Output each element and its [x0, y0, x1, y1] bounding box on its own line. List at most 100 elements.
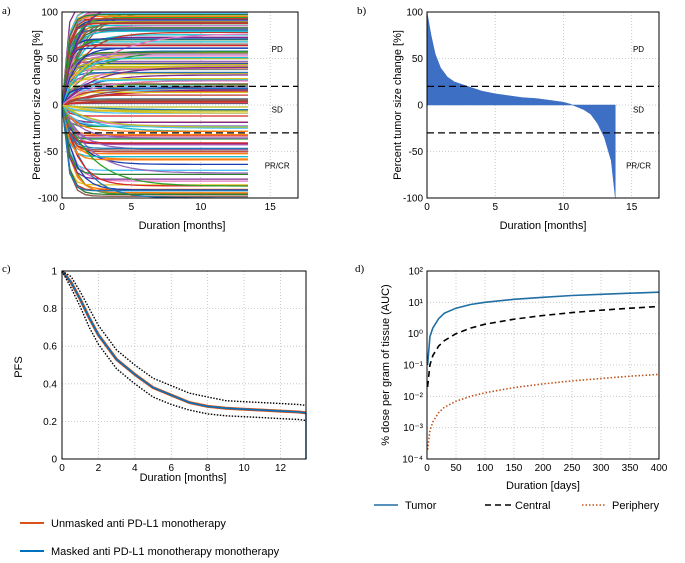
x-tick-label: 10	[239, 463, 251, 474]
y-tick-label: 10²	[409, 267, 424, 278]
patient-line	[62, 104, 249, 187]
patient-line	[62, 56, 248, 106]
patient-line	[62, 104, 248, 192]
patient-line	[62, 104, 248, 166]
x-tick-label: 50	[450, 463, 462, 474]
patient-line	[62, 104, 248, 195]
y-tick-label: 10⁻²	[403, 392, 423, 403]
patient-line	[62, 72, 248, 106]
patient-line	[62, 104, 248, 108]
y-tick-label: -50	[44, 147, 59, 158]
y-tick-label: 10⁰	[408, 329, 423, 340]
legend-label-unmasked: Unmasked anti PD-L1 monotherapy	[51, 518, 226, 530]
x-tick-label: 6	[168, 463, 174, 474]
patient-line	[62, 104, 248, 136]
panel-label-b: b)	[357, 5, 367, 17]
x-tick-label: 0	[59, 202, 65, 213]
patient-line	[62, 104, 248, 137]
x-tick-label: 400	[651, 463, 668, 474]
panel-label-a: a)	[2, 5, 11, 17]
x-tick-label: 10	[195, 202, 207, 213]
y-tick-label: 0	[51, 455, 57, 466]
y-tick-label: 10⁻³	[403, 423, 423, 434]
x-tick-label: 8	[205, 463, 211, 474]
patient-line	[62, 29, 248, 106]
patient-line	[62, 104, 248, 150]
ci-line	[61, 270, 307, 422]
patient-line	[62, 44, 248, 106]
patient-line	[62, 104, 248, 171]
x-tick-label: 300	[593, 463, 610, 474]
ylabel-c: PFS	[13, 356, 25, 377]
patient-line	[62, 16, 248, 106]
x-tick-label: 0	[59, 463, 65, 474]
y-tick-label: 50	[47, 54, 59, 65]
ci-line	[61, 270, 307, 407]
patient-line	[62, 30, 248, 106]
patient-line	[62, 13, 248, 106]
plot-frame	[61, 11, 299, 199]
y-tick-label: 0.4	[43, 379, 57, 390]
spaghetti-lines	[62, 12, 249, 198]
y-tick-label: 0	[417, 101, 423, 112]
patient-line	[62, 18, 248, 106]
patient-line	[62, 104, 248, 144]
patient-line	[62, 102, 248, 106]
y-tick-label: 0.2	[43, 417, 57, 428]
chart-b: 0 5 10 15 -100 -50 0 50 100 PD SD PR/CR	[403, 8, 660, 213]
region-label: PD	[633, 45, 644, 54]
chart-a: 0 5 10 15 -100 -50 0 50 100 PD SD PR/CR	[38, 8, 299, 213]
y-tick-label: 50	[412, 54, 424, 65]
patient-line	[62, 104, 248, 151]
ylabel-d: % dose per gram of tissue (AUC)	[380, 284, 392, 445]
plot-frame	[426, 270, 660, 460]
patient-line	[62, 91, 248, 106]
patient-line	[62, 38, 248, 106]
x-tick-label: 5	[492, 202, 498, 213]
patient-line	[62, 27, 248, 106]
patient-line	[62, 25, 248, 106]
x-tick-label: 15	[265, 202, 277, 213]
y-tick-label: -100	[403, 194, 423, 205]
y-tick-label: 0.8	[43, 304, 57, 315]
patient-line	[62, 104, 248, 176]
legend-d: Tumor Central Periphery	[374, 500, 660, 512]
x-tick-label: 10	[558, 202, 570, 213]
y-tick-label: 100	[41, 8, 58, 19]
x-tick-label: 12	[275, 463, 287, 474]
auc-line-central	[426, 305, 660, 387]
xlabel-a: Duration [months]	[139, 220, 226, 232]
patient-line	[62, 104, 248, 194]
patient-line	[62, 43, 248, 106]
ylabel-b: Percent tumor size change [%]	[392, 30, 404, 180]
x-tick-label: 5	[129, 202, 135, 213]
patient-line	[62, 104, 248, 174]
patient-line	[62, 33, 249, 106]
patient-line	[62, 104, 248, 186]
patient-line	[62, 83, 248, 106]
patient-line	[62, 104, 248, 145]
patient-line	[62, 47, 248, 106]
patient-line	[62, 104, 248, 155]
patient-line	[62, 94, 248, 106]
patient-line	[62, 104, 248, 132]
patient-line	[62, 104, 248, 114]
y-tick-label: 0.6	[43, 342, 57, 353]
x-tick-label: 2	[96, 463, 102, 474]
y-tick-label: 0	[52, 101, 58, 112]
region-label: SD	[633, 106, 644, 115]
legend-label-central: Central	[515, 500, 550, 512]
xlabel-c: Duration [months]	[140, 472, 227, 484]
patient-line	[62, 104, 248, 117]
auc-line-tumor	[426, 291, 660, 366]
patient-line	[62, 100, 248, 106]
patient-line	[62, 104, 248, 112]
y-tick-label: 10⁻¹	[403, 361, 423, 372]
patient-line	[62, 55, 248, 106]
patient-line	[62, 104, 248, 158]
patient-line	[62, 21, 248, 106]
x-tick-label: 100	[477, 463, 494, 474]
x-tick-label: 0	[424, 463, 430, 474]
patient-line	[62, 15, 248, 106]
